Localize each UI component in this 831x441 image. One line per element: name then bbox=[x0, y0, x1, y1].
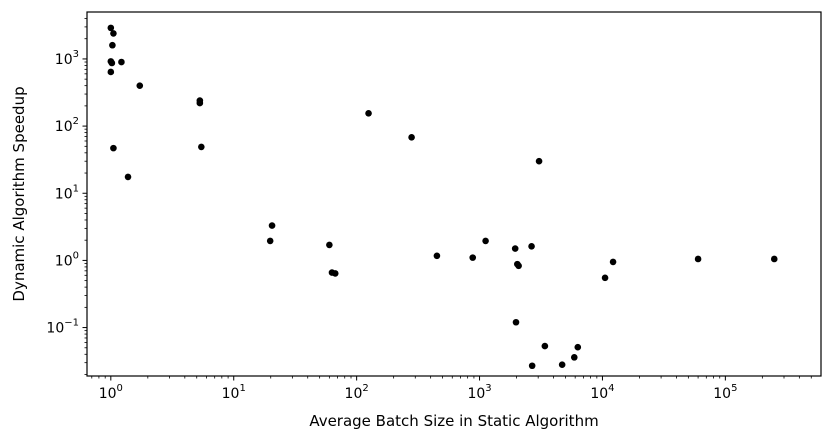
data-point bbox=[433, 252, 441, 260]
y-tick-label: 10−1 bbox=[46, 318, 79, 337]
y-axis: 10−1 100 101 102 103 bbox=[46, 49, 87, 337]
x-tick-label: 102 bbox=[345, 383, 369, 402]
data-point bbox=[266, 237, 274, 245]
data-point bbox=[124, 173, 132, 181]
data-point bbox=[109, 41, 116, 49]
data-point bbox=[365, 110, 372, 117]
data-points bbox=[107, 24, 778, 370]
data-point bbox=[609, 258, 617, 266]
x-axis: 100 101 102 103 104 105 bbox=[99, 376, 737, 402]
data-point bbox=[110, 144, 117, 152]
y-tick-label: 103 bbox=[55, 49, 79, 68]
data-point bbox=[541, 342, 549, 350]
data-point bbox=[107, 68, 115, 76]
y-tick-label: 101 bbox=[55, 183, 79, 202]
data-point bbox=[482, 237, 489, 245]
y-axis-label: Dynamic Algorithm Speedup bbox=[10, 86, 28, 301]
data-point bbox=[107, 24, 115, 32]
data-point bbox=[528, 362, 536, 370]
data-point bbox=[770, 255, 778, 263]
data-point bbox=[331, 270, 339, 277]
data-point bbox=[198, 143, 205, 151]
data-point bbox=[136, 82, 144, 89]
data-point bbox=[694, 255, 702, 263]
data-point bbox=[574, 343, 582, 351]
y-tick-label: 100 bbox=[55, 250, 79, 269]
data-point bbox=[515, 262, 522, 270]
minor-ticks bbox=[84, 18, 812, 379]
x-tick-label: 105 bbox=[713, 383, 737, 402]
data-point bbox=[528, 243, 535, 250]
x-tick-label: 100 bbox=[99, 383, 123, 402]
data-point bbox=[558, 361, 566, 368]
data-point bbox=[570, 354, 578, 361]
x-tick-label: 104 bbox=[590, 383, 614, 402]
x-tick-label: 103 bbox=[467, 383, 491, 402]
data-point bbox=[110, 30, 117, 37]
plot-area bbox=[86, 11, 822, 377]
data-point bbox=[108, 59, 116, 67]
data-point bbox=[512, 318, 520, 326]
x-axis-label: Average Batch Size in Static Algorithm bbox=[309, 412, 598, 430]
data-point bbox=[469, 254, 477, 261]
x-tick-label: 101 bbox=[222, 383, 246, 402]
y-tick-label: 102 bbox=[55, 116, 79, 135]
data-point bbox=[408, 134, 415, 141]
data-point bbox=[118, 58, 125, 66]
data-point bbox=[535, 157, 543, 165]
data-point bbox=[511, 245, 519, 252]
data-point bbox=[601, 274, 609, 282]
data-point bbox=[326, 241, 333, 249]
data-point bbox=[268, 222, 276, 229]
data-point bbox=[196, 99, 204, 107]
